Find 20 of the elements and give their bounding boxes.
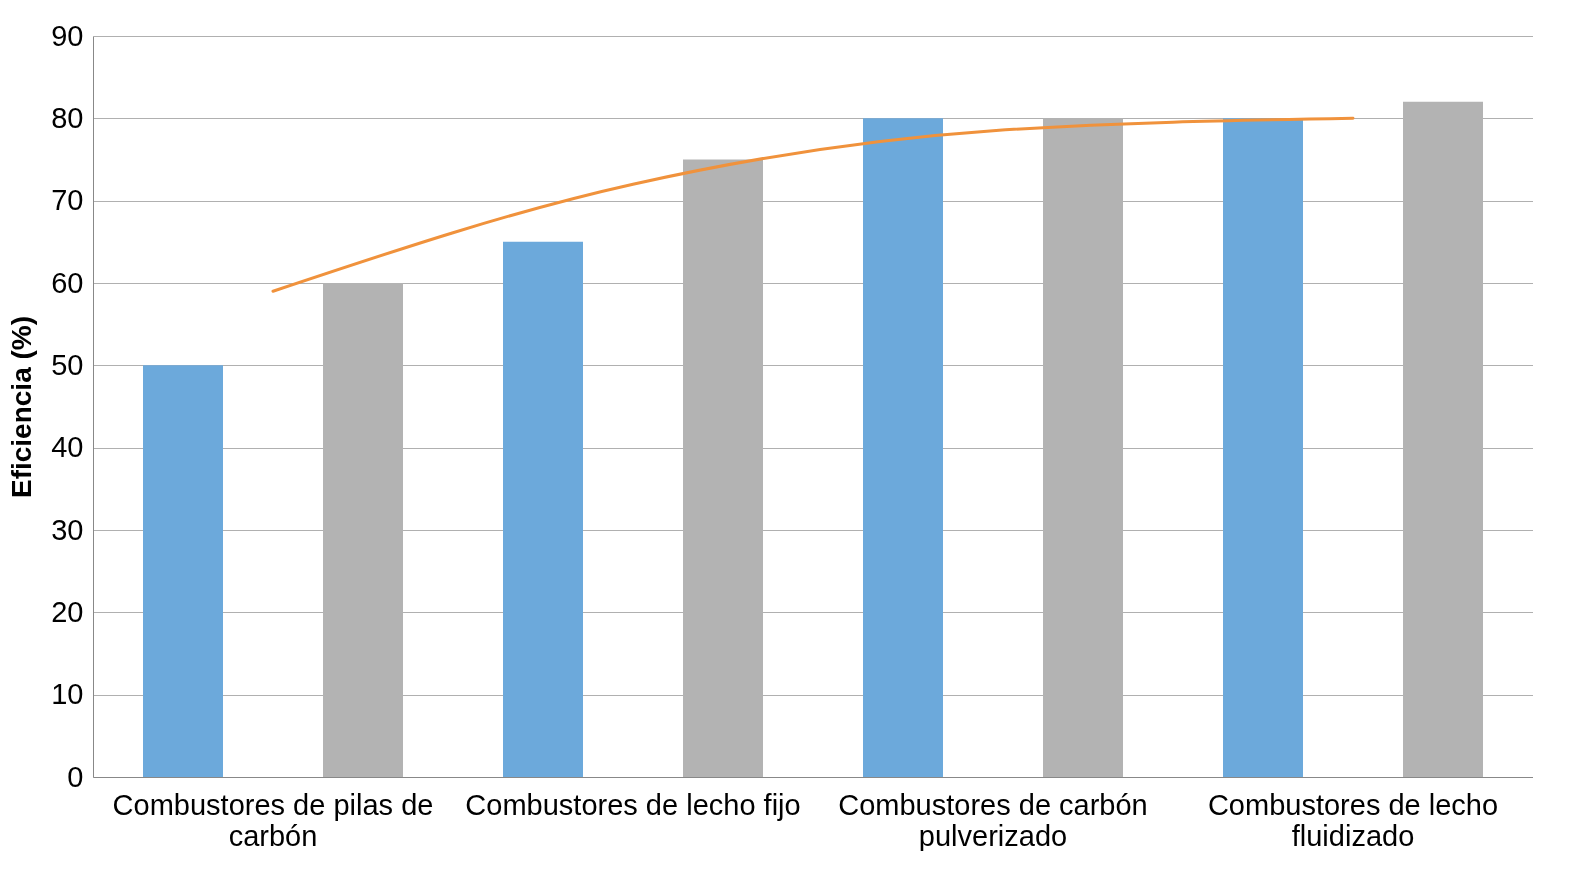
y-tick-label: 40: [51, 431, 84, 464]
x-tick-label: Combustores de carbón pulverizado: [838, 788, 1148, 852]
x-tick-label: Combustores de lecho fijo: [465, 788, 801, 821]
x-tick-label: Combustores de lecho fluidizado: [1207, 788, 1499, 852]
y-tick-label: 10: [51, 678, 84, 711]
bar: [143, 365, 223, 777]
bar: [503, 241, 583, 777]
y-tick-label: 50: [51, 348, 84, 381]
y-tick-label: 0: [67, 760, 84, 793]
y-tick-label: 30: [51, 513, 84, 546]
bar: [1223, 118, 1303, 777]
line-series: [271, 116, 1355, 293]
y-tick-label: 80: [51, 101, 84, 134]
bar: [863, 118, 943, 777]
y-tick-label: 20: [51, 595, 84, 628]
y-tick-label: 90: [51, 19, 84, 52]
x-tick-label: Combustores de pilas de carbón: [112, 788, 434, 852]
y-tick-label: 60: [51, 266, 84, 299]
y-axis-title: Eficiencia (%): [6, 315, 38, 499]
y-tick-label: 70: [51, 184, 84, 217]
